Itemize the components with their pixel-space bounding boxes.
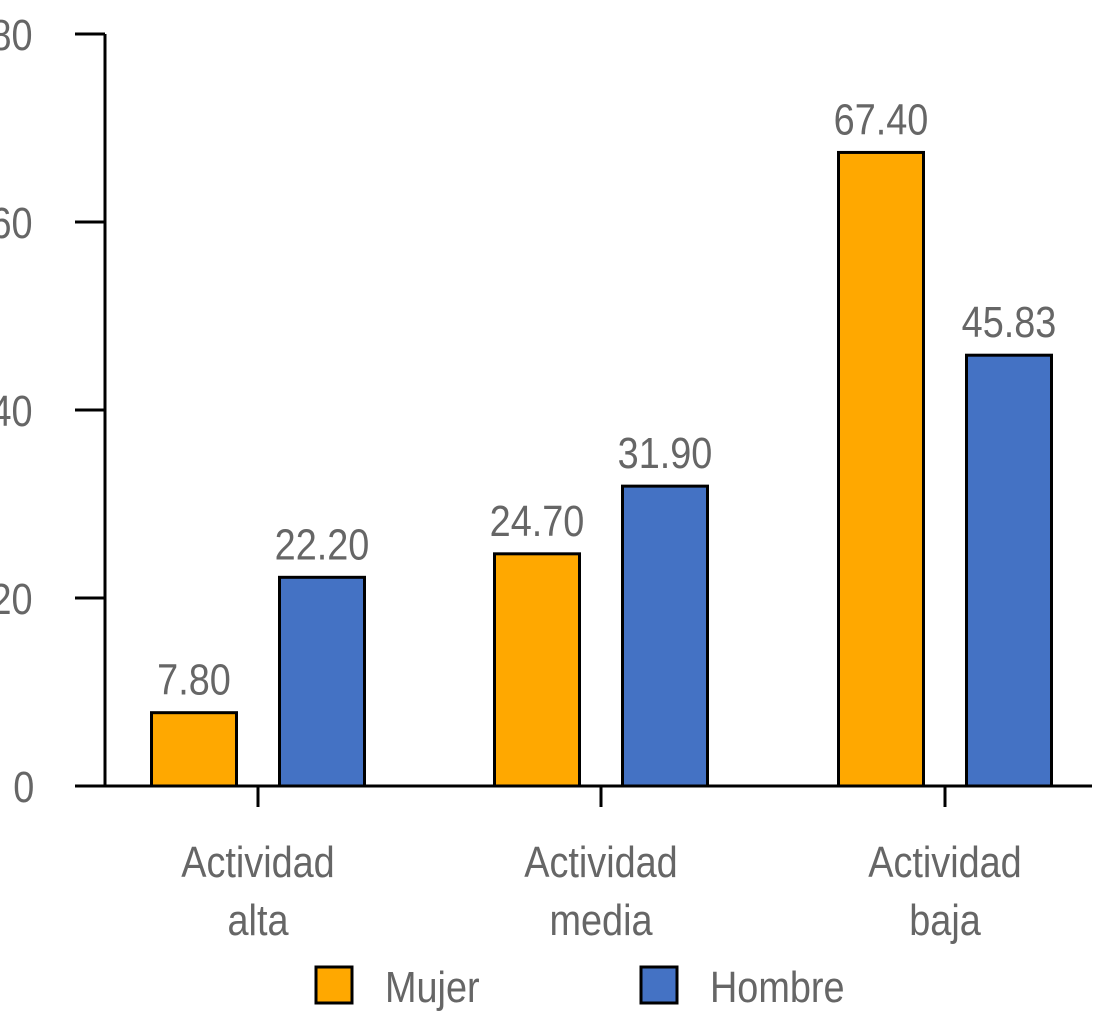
y-tick-label: 0 xyxy=(13,762,34,811)
x-tick-label: baja xyxy=(909,895,981,944)
bar-mujer xyxy=(837,150,925,788)
bar-hombre xyxy=(965,353,1053,788)
y-tick-label: 20 xyxy=(0,574,33,623)
bar-hombre xyxy=(621,484,709,788)
x-tick-label: Actividad xyxy=(868,837,1021,886)
bar-mujer xyxy=(493,552,581,788)
data-label: 45.83 xyxy=(962,298,1057,347)
y-tick-label: 60 xyxy=(0,198,33,247)
legend-label: Hombre xyxy=(710,962,845,1011)
data-label: 7.80 xyxy=(157,655,231,704)
legend-swatch-mujer xyxy=(314,965,354,1005)
x-tick-label: alta xyxy=(228,895,289,944)
x-tick-label: Actividad xyxy=(524,837,677,886)
x-tick-label: Actividad xyxy=(181,837,334,886)
data-label: 67.40 xyxy=(834,95,929,144)
y-tick-label: 80 xyxy=(0,10,33,59)
bar-mujer xyxy=(150,711,238,788)
data-label: 24.70 xyxy=(490,496,585,545)
data-label: 31.90 xyxy=(618,428,713,477)
x-tick-label: media xyxy=(550,895,653,944)
bar-hombre xyxy=(278,575,366,788)
data-label: 22.20 xyxy=(275,520,370,569)
legend-swatch-hombre xyxy=(639,965,679,1005)
y-tick-label: 40 xyxy=(0,386,33,435)
legend-label: Mujer xyxy=(385,962,480,1011)
